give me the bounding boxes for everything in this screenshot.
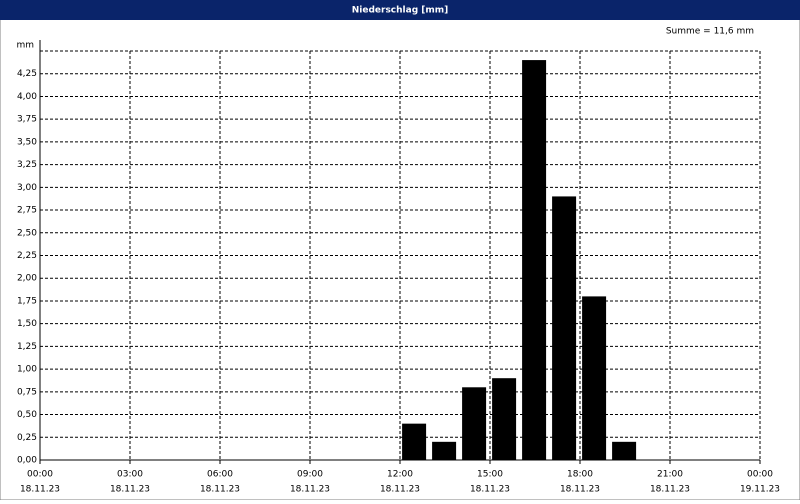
x-tick-label: 12:00 bbox=[387, 470, 413, 480]
x-tick-date: 18.11.23 bbox=[290, 485, 330, 495]
y-tick-label: 3,75 bbox=[17, 115, 37, 125]
bar bbox=[462, 387, 487, 460]
x-tick-label: 00:00 bbox=[747, 470, 773, 480]
bar bbox=[582, 296, 607, 460]
x-tick-date: 19.11.23 bbox=[740, 485, 780, 495]
window-title: Niederschlag [mm] bbox=[352, 6, 449, 16]
x-tick-label: 18:00 bbox=[567, 470, 593, 480]
x-tick-date: 18.11.23 bbox=[110, 485, 150, 495]
x-tick-date: 18.11.23 bbox=[560, 485, 600, 495]
y-tick-label: 2,25 bbox=[17, 251, 37, 261]
y-tick-label: 2,00 bbox=[17, 274, 37, 284]
y-tick-label: 0,75 bbox=[17, 387, 37, 397]
annotation: Summe = 11,6 mm bbox=[666, 27, 754, 37]
y-tick-label: 0,50 bbox=[17, 410, 37, 420]
x-tick-label: 21:00 bbox=[657, 470, 683, 480]
bar bbox=[612, 441, 637, 460]
y-tick-label: 3,00 bbox=[17, 183, 37, 193]
y-unit-label: mm bbox=[16, 41, 34, 51]
y-tick-label: 4,25 bbox=[17, 69, 37, 79]
title-bar bbox=[0, 0, 800, 20]
y-tick-label: 1,00 bbox=[17, 365, 37, 375]
x-tick-date: 18.11.23 bbox=[650, 485, 690, 495]
y-tick-label: 4,00 bbox=[17, 92, 37, 102]
bar bbox=[402, 423, 427, 460]
x-tick-date: 18.11.23 bbox=[380, 485, 420, 495]
y-tick-label: 1,75 bbox=[17, 296, 37, 306]
x-tick-date: 18.11.23 bbox=[20, 485, 60, 495]
y-tick-label: 3,25 bbox=[17, 160, 37, 170]
y-tick-label: 1,25 bbox=[17, 342, 37, 352]
y-tick-label: 2,75 bbox=[17, 206, 37, 216]
y-tick-label: 0,25 bbox=[17, 433, 37, 443]
x-tick-label: 15:00 bbox=[477, 470, 503, 480]
y-tick-label: 2,50 bbox=[17, 228, 37, 238]
bar bbox=[552, 196, 577, 460]
y-tick-label: 0,00 bbox=[17, 456, 37, 466]
x-tick-label: 06:00 bbox=[207, 470, 233, 480]
x-tick-date: 18.11.23 bbox=[470, 485, 510, 495]
bar bbox=[522, 60, 547, 460]
y-tick-label: 3,50 bbox=[17, 137, 37, 147]
y-tick-label: 1,50 bbox=[17, 319, 37, 329]
bar bbox=[492, 378, 517, 460]
bar bbox=[432, 441, 457, 460]
x-tick-label: 00:00 bbox=[27, 470, 53, 480]
x-tick-date: 18.11.23 bbox=[200, 485, 240, 495]
x-tick-label: 09:00 bbox=[297, 470, 323, 480]
x-tick-label: 03:00 bbox=[117, 470, 143, 480]
